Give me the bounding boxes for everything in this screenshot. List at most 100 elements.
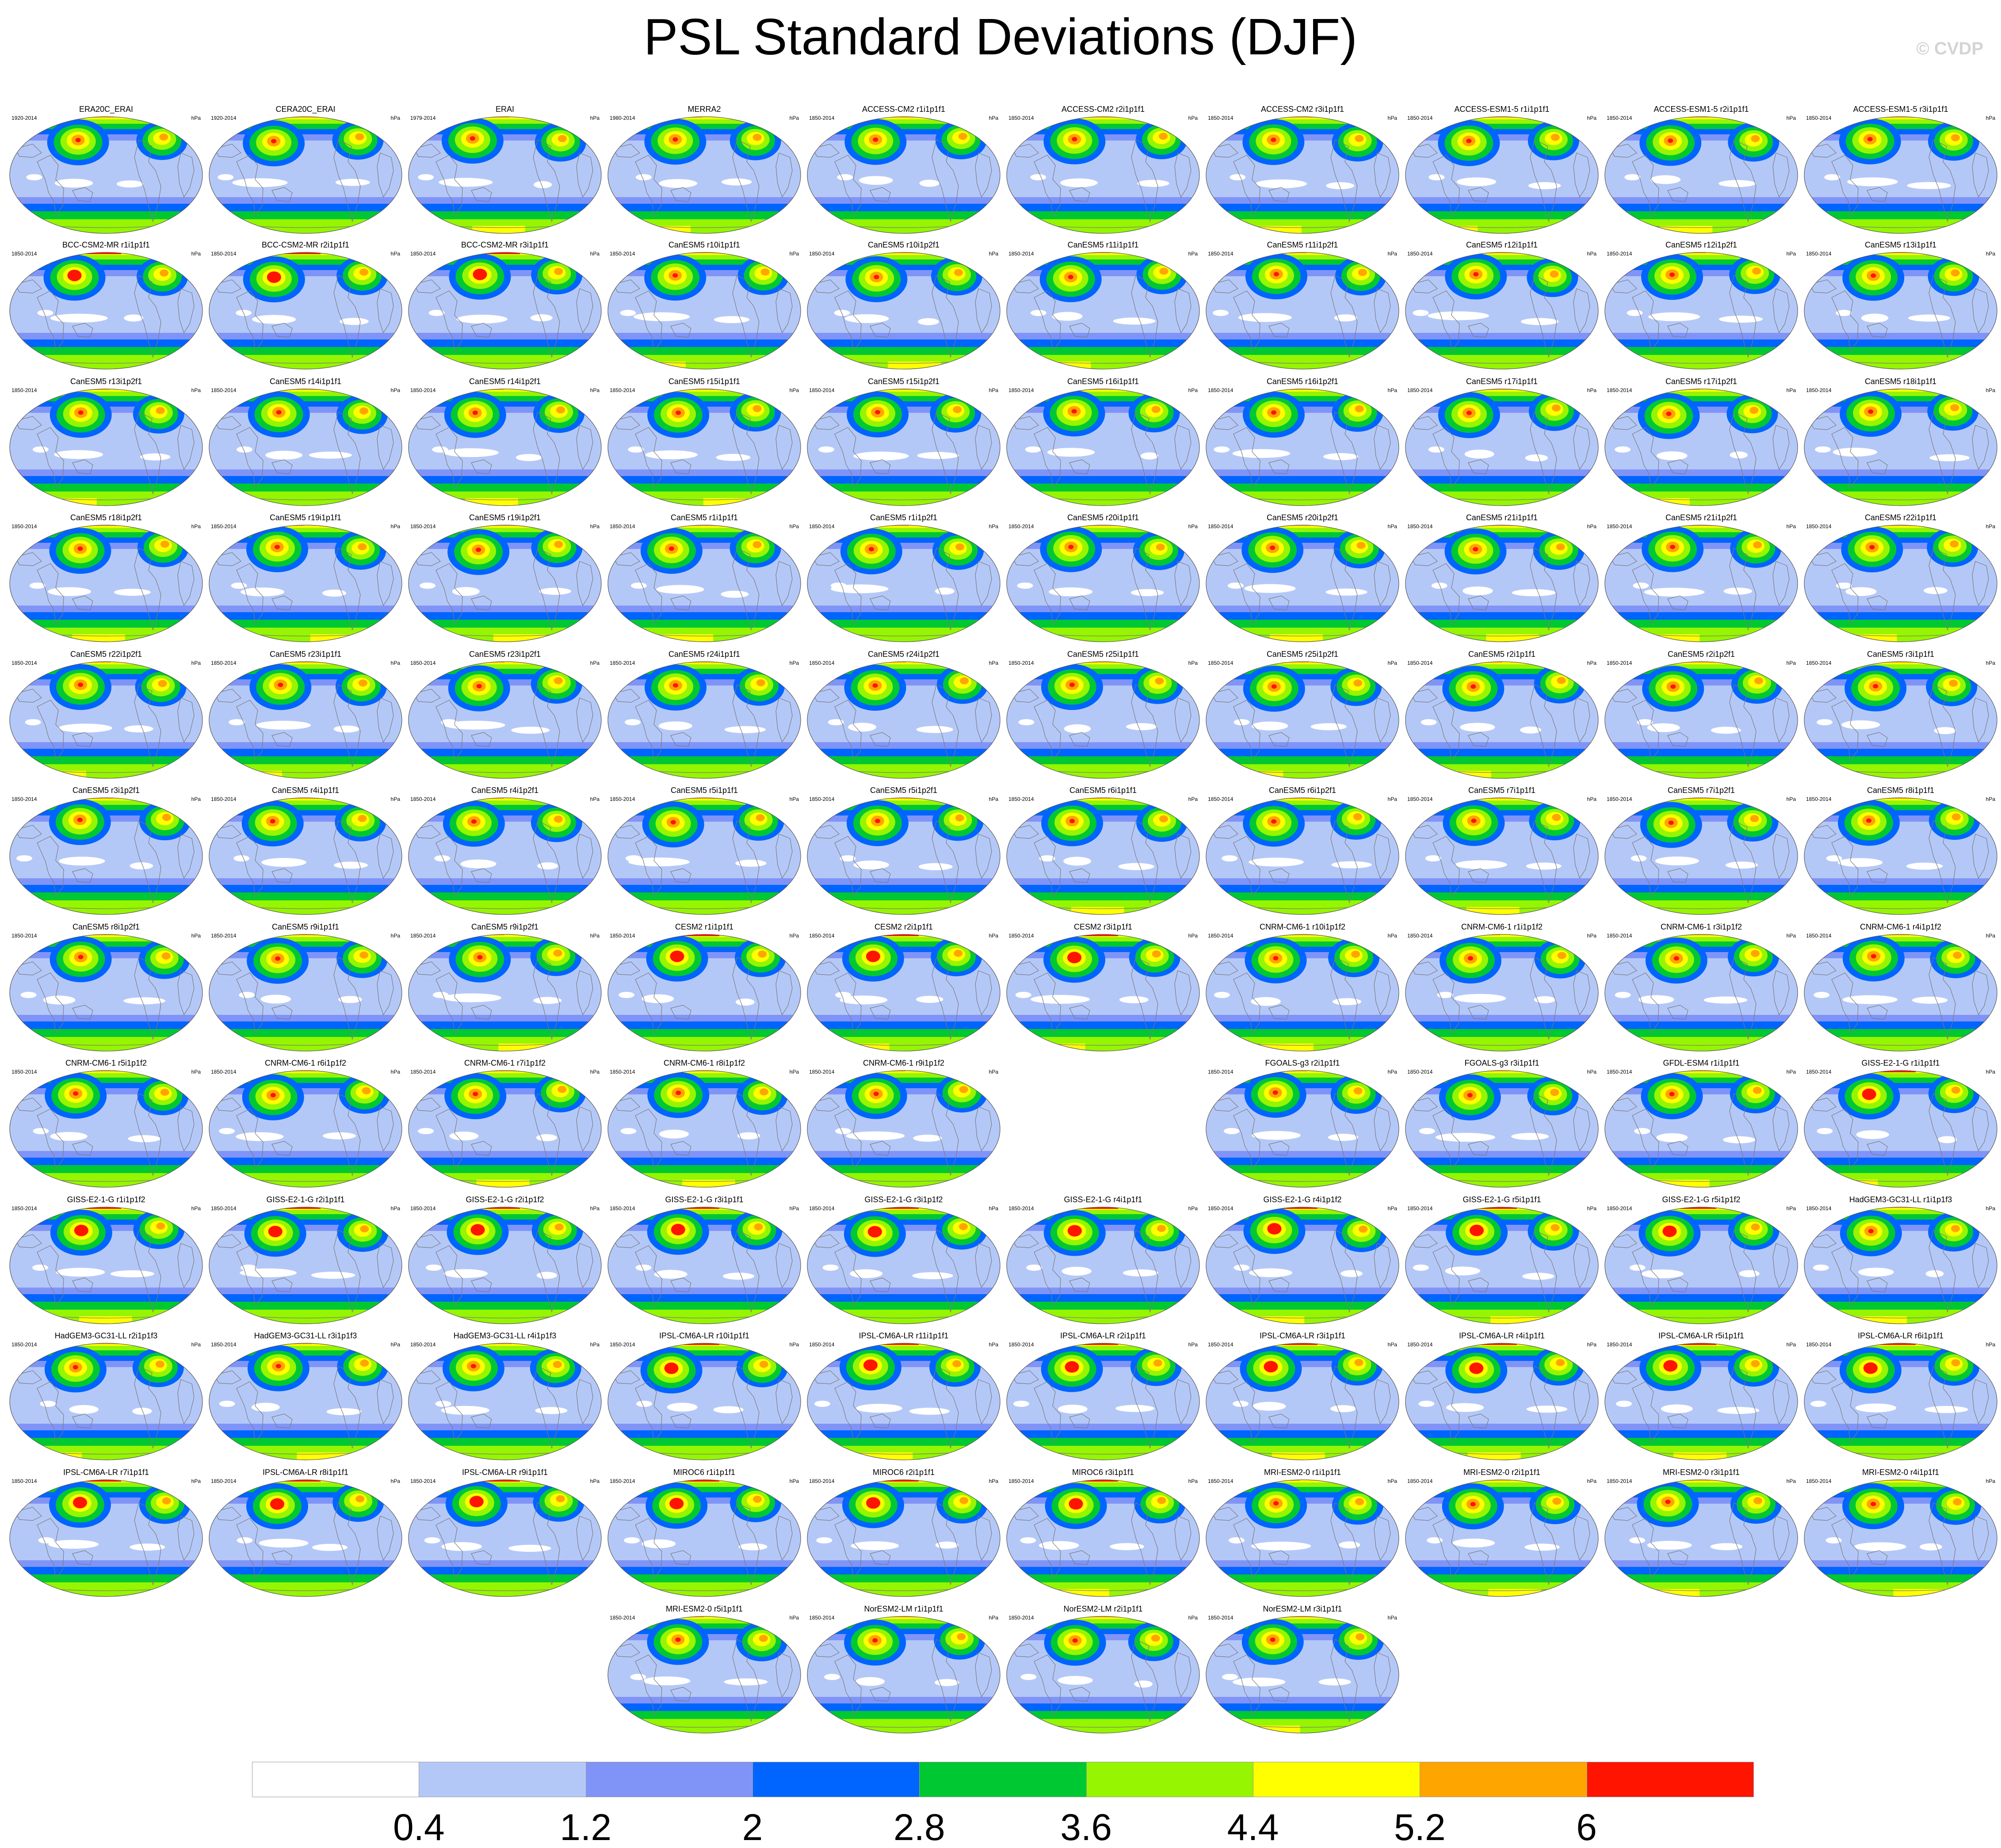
panel-title: GISS-E2-1-G r4i1p1f1	[1064, 1195, 1142, 1204]
map-outline	[607, 661, 801, 779]
map-outline	[607, 1616, 801, 1734]
panel-title: CanESM5 r25i1p1f1	[1067, 650, 1139, 659]
panel-title: CanESM5 r14i1p2f1	[469, 377, 541, 386]
colorbar-bin	[1586, 1762, 1754, 1797]
map-outline	[1206, 1343, 1399, 1460]
map-panel: HadGEM3-GC31-LL r1i1p1f3 1850-2014 hPa	[1801, 1195, 2001, 1327]
panel-units: hPa	[1387, 1615, 1397, 1621]
panel-units: hPa	[789, 523, 799, 530]
panel-title: ACCESS-ESM1-5 r2i1p1f1	[1653, 105, 1749, 114]
panel-years: 1850-2014	[809, 933, 835, 939]
colorbar-tick-label: 5.2	[1394, 1806, 1446, 1848]
panel-map	[807, 1343, 1000, 1460]
panel-units: hPa	[590, 115, 600, 121]
panel-map	[9, 797, 203, 915]
panel-units: hPa	[989, 387, 998, 393]
panel-years: 1850-2014	[809, 251, 835, 257]
panel-units: hPa	[590, 660, 600, 666]
panel-title: CanESM5 r18i1p2f1	[70, 513, 142, 522]
panel-title: CESM2 r2i1p1f1	[874, 922, 933, 931]
panel-years: 1920-2014	[11, 115, 37, 121]
map-outline	[1405, 934, 1599, 1052]
panel-map	[607, 661, 801, 779]
panel-years: 1850-2014	[610, 933, 635, 939]
panel-units: hPa	[191, 1341, 201, 1348]
panel-title: CanESM5 r19i1p2f1	[469, 513, 541, 522]
panel-units: hPa	[1387, 933, 1397, 939]
map-panel: GISS-E2-1-G r3i1p1f1 1850-2014 hPa	[604, 1195, 804, 1327]
map-outline	[209, 525, 402, 642]
panel-years: 1850-2014	[1008, 387, 1034, 393]
map-panel: CNRM-CM6-1 r10i1p1f2 1850-2014 hPa	[1203, 922, 1402, 1055]
map-panel: GISS-E2-1-G r2i1p1f2 1850-2014 hPa	[405, 1195, 605, 1327]
panel-map	[1206, 525, 1399, 642]
panel-map	[408, 1070, 602, 1188]
panel-map	[807, 252, 1000, 370]
map-outline	[9, 934, 203, 1052]
panel-title: CanESM5 r14i1p1f1	[269, 377, 342, 386]
panel-units: hPa	[1986, 387, 1995, 393]
panel-units: hPa	[1387, 523, 1397, 530]
map-outline	[807, 389, 1000, 506]
map-outline	[1206, 252, 1399, 370]
map-panel: CNRM-CM6-1 r7i1p1f2 1850-2014 hPa	[405, 1058, 605, 1191]
panel-units: hPa	[1387, 660, 1397, 666]
panel-map	[1206, 252, 1399, 370]
panel-years: 1850-2014	[1607, 1341, 1632, 1348]
panel-map	[1804, 1343, 1997, 1460]
panel-title: CanESM5 r8i1p1f1	[1867, 786, 1935, 795]
panel-title: IPSL-CM6A-LR r11i1p1f1	[859, 1331, 949, 1340]
panel-years: 1850-2014	[11, 523, 37, 530]
panel-map	[1604, 116, 1798, 234]
panel-map	[607, 1070, 801, 1188]
panel-map	[209, 797, 402, 915]
panel-units: hPa	[1587, 660, 1596, 666]
panel-map	[807, 661, 1000, 779]
panel-units: hPa	[789, 1205, 799, 1212]
map-outline	[209, 797, 402, 915]
panel-title: IPSL-CM6A-LR r10i1p1f1	[659, 1331, 750, 1340]
panel-years: 1850-2014	[11, 1069, 37, 1075]
panel-units: hPa	[590, 1069, 600, 1075]
map-panel: CanESM5 r16i1p2f1 1850-2014 hPa	[1203, 377, 1402, 509]
panel-map	[1206, 389, 1399, 506]
panel-years: 1850-2014	[410, 523, 436, 530]
map-panel: CanESM5 r3i1p1f1 1850-2014 hPa	[1801, 649, 2001, 782]
panel-map	[1006, 525, 1200, 642]
map-outline	[1804, 1479, 1997, 1597]
panel-title: CanESM5 r7i1p1f1	[1468, 786, 1536, 795]
panel-title: BCC-CSM2-MR r3i1p1f1	[461, 240, 549, 249]
panel-units: hPa	[191, 796, 201, 802]
panel-units: hPa	[390, 523, 400, 530]
panel-units: hPa	[1587, 115, 1596, 121]
map-outline	[1604, 1343, 1798, 1460]
panel-units: hPa	[1786, 387, 1796, 393]
panel-units: hPa	[1387, 115, 1397, 121]
map-panel: CanESM5 r1i1p1f1 1850-2014 hPa	[604, 513, 804, 645]
panel-units: hPa	[1188, 1341, 1198, 1348]
map-panel: MRI-ESM2-0 r5i1p1f1 1850-2014 hPa	[604, 1604, 804, 1737]
panel-title: CanESM5 r20i1p1f1	[1067, 513, 1139, 522]
panel-title: CanESM5 r15i1p1f1	[668, 377, 741, 386]
panel-title: CNRM-CM6-1 r3i1p1f2	[1660, 922, 1742, 931]
panel-title: ACCESS-CM2 r3i1p1f1	[1260, 105, 1344, 114]
colorbar-tick-label: 1.2	[560, 1806, 612, 1848]
panel-map	[209, 252, 402, 370]
panel-years: 1850-2014	[1806, 523, 1832, 530]
panel-units: hPa	[390, 1478, 400, 1484]
panel-units: hPa	[789, 1341, 799, 1348]
panel-title: GISS-E2-1-G r3i1p1f1	[665, 1195, 744, 1204]
map-panel: CNRM-CM6-1 r8i1p1f2 1850-2014 hPa	[604, 1058, 804, 1191]
map-outline	[9, 116, 203, 234]
panel-units: hPa	[989, 933, 998, 939]
map-panel: MRI-ESM2-0 r3i1p1f1 1850-2014 hPa	[1601, 1467, 1801, 1600]
panel-title: CanESM5 r4i1p2f1	[471, 786, 539, 795]
map-outline	[408, 116, 602, 234]
map-panel: CanESM5 r5i1p2f1 1850-2014 hPa	[804, 785, 1004, 918]
panel-years: 1850-2014	[1407, 796, 1433, 802]
map-outline	[408, 389, 602, 506]
panel-title: CNRM-CM6-1 r8i1p1f2	[663, 1059, 745, 1067]
panel-map	[408, 389, 602, 506]
map-outline	[1006, 252, 1200, 370]
map-panel: CanESM5 r11i1p1f1 1850-2014 hPa	[1003, 240, 1203, 373]
